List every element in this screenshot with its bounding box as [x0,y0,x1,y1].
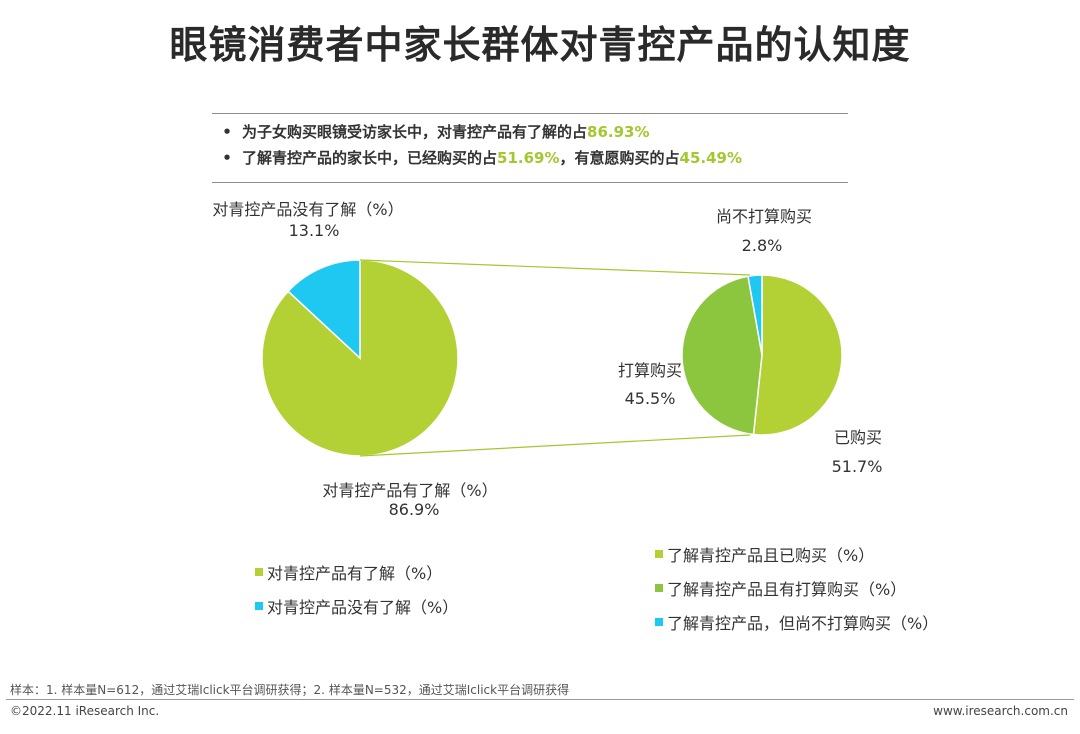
bullet-icon: • [222,149,232,167]
pie-slice-left-1 [287,259,361,360]
legend-item: 了解青控产品且已购买（%） [655,537,938,571]
summary-box: • 为子女购买眼镜受访家长中，对青控产品有了解的占86.93% • 了解青控产品的家… [212,113,848,183]
data-label-name: 对青控产品有了解（%） [322,481,497,500]
legend-label: 了解青控产品，但尚不打算购买（%） [667,614,939,633]
summary-highlight: 86.93% [587,123,650,141]
summary-line-2: • 了解青控产品的家长中，已经购买的占51.69%，有意愿购买的占45.49% [212,145,848,171]
connector-line-bottom [359,434,751,457]
legend-swatch-icon [255,568,263,576]
summary-text: 了解青控产品的家长中，已经购买的占 [242,149,498,167]
legend-item: 对青控产品没有了解（%） [255,589,458,623]
summary-highlight: 45.49% [679,149,742,167]
data-label-value: 13.1% [289,221,340,240]
legend-swatch-icon [655,550,663,558]
legend-swatch-icon [655,584,663,592]
bullet-icon: • [222,123,232,141]
legend-label: 对青控产品没有了解（%） [267,598,459,617]
legend-item: 了解青控产品，但尚不打算购买（%） [655,605,938,639]
legend-left: 对青控产品有了解（%） 对青控产品没有了解（%） [255,555,458,623]
data-label-name: 对青控产品没有了解（%） [212,200,403,219]
data-label-value: 45.5% [625,389,676,408]
legend-label: 了解青控产品且有打算购买（%） [667,580,907,599]
legend-right: 了解青控产品且已购买（%） 了解青控产品且有打算购买（%） 了解青控产品，但尚不打算… [655,537,938,639]
website: www.iresearch.com.cn [933,704,1068,718]
legend-swatch-icon [255,602,263,610]
data-label-name: 已购买 [834,428,882,447]
pie-slice-right-2 [747,274,763,356]
data-label-name: 尚不打算购买 [716,207,812,226]
summary-line-1: • 为子女购买眼镜受访家长中，对青控产品有了解的占86.93% [212,119,848,145]
data-label-value: 86.9% [389,500,440,519]
page-title: 眼镜消费者中家长群体对青控产品的认知度 [169,23,911,67]
summary-text: 为子女购买眼镜受访家长中，对青控产品有了解的占 [242,123,588,141]
pie-slice-left-0 [261,259,459,457]
data-label-name: 打算购买 [618,361,682,380]
legend-label: 对青控产品有了解（%） [267,564,443,583]
data-label-value: 2.8% [742,236,783,255]
legend-item: 了解青控产品且有打算购买（%） [655,571,938,605]
pie-slice-right-0 [752,274,843,436]
legend-swatch-icon [655,618,663,626]
copyright: ©2022.11 iResearch Inc. [10,704,160,718]
connector-line-top [359,259,751,276]
data-label-value: 51.7% [832,457,883,476]
legend-item: 对青控产品有了解（%） [255,555,458,589]
legend-label: 了解青控产品且已购买（%） [667,546,875,565]
summary-highlight: 51.69% [497,149,560,167]
footer-divider [6,699,1074,700]
pie-slice-right-1 [681,275,763,436]
sample-note: 样本：1. 样本量N=612，通过艾瑞Iclick平台调研获得；2. 样本量N=… [10,683,570,697]
summary-text: ，有意愿购买的占 [559,149,680,167]
